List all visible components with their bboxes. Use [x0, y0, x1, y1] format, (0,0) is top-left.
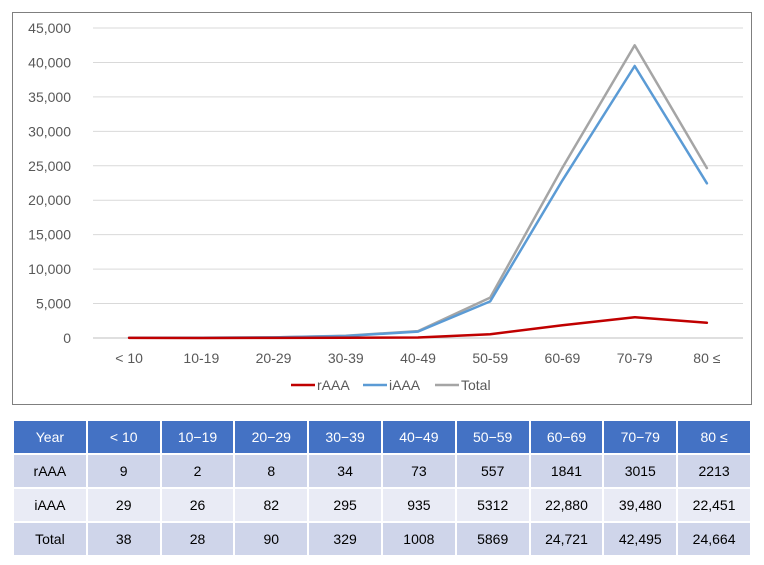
table-cell: 5312	[454, 487, 531, 523]
table-cell: 28	[159, 521, 236, 557]
table-cell: 90	[233, 521, 310, 557]
table-cell: 295	[307, 487, 383, 523]
table-header-cell: 80 ≤	[676, 419, 752, 455]
table-row-raaa: rAAA 9 2 8 34 73 557 1841 3015 2213	[12, 453, 752, 489]
y-tick-label: 35,000	[28, 89, 71, 105]
table-cell: 935	[380, 487, 457, 523]
series-lines	[127, 44, 709, 340]
table-cell: 24,664	[676, 521, 752, 557]
table-cell: 3015	[602, 453, 679, 489]
y-tick-label: 30,000	[28, 123, 71, 139]
table-cell: 22,880	[528, 487, 605, 523]
table-header-cell: 10−19	[159, 419, 236, 455]
y-tick-label: 45,000	[28, 20, 71, 36]
table-header-cell: Year	[12, 419, 88, 455]
table-header-cell: < 10	[85, 419, 162, 455]
series-line-iaaa	[127, 64, 709, 340]
line-chart: 0 5,000 10,000 15,000 20,000 25,000 30,000 35,0…	[28, 20, 743, 393]
series-line-raaa	[127, 315, 709, 340]
y-axis-ticks: 0 5,000 10,000 15,000 20,000 25,000 30,000 35,0…	[28, 20, 71, 346]
table-row-total: Total 38 28 90 329 1008 5869 24,721 42,4…	[12, 521, 752, 557]
table-cell: 82	[233, 487, 310, 523]
table-header-cell: 20−29	[233, 419, 310, 455]
table-cell: 2	[159, 453, 236, 489]
table-cell: 26	[159, 487, 236, 523]
table-cell: 29	[85, 487, 162, 523]
chart-area: 0 5,000 10,000 15,000 20,000 25,000 30,000 35,0…	[12, 12, 752, 405]
y-tick-label: 20,000	[28, 192, 71, 208]
table-header-cell: 30−39	[307, 419, 383, 455]
legend-label-raaa: rAAA	[317, 377, 350, 393]
x-tick-label: 60-69	[545, 350, 581, 366]
table-cell: 39,480	[602, 487, 679, 523]
table-row-iaaa: iAAA 29 26 82 295 935 5312 22,880 39,480…	[12, 487, 752, 523]
table-cell: 1841	[528, 453, 605, 489]
table-cell: 5869	[454, 521, 531, 557]
table-cell: 42,495	[602, 521, 679, 557]
x-tick-label: 40-49	[400, 350, 436, 366]
x-tick-label: < 10	[115, 350, 143, 366]
table-cell: 22,451	[676, 487, 752, 523]
x-axis-ticks: < 10 10-19 20-29 30-39 40-49 50-59 60-69 70-79 8…	[115, 350, 720, 366]
table-header-row: Year < 10 10−19 20−29 30−39 40−49 50−59 …	[12, 419, 752, 455]
legend: rAAA iAAA Total	[291, 377, 491, 393]
x-tick-label: 10-19	[183, 350, 219, 366]
table-header-cell: 40−49	[380, 419, 457, 455]
y-tick-label: 5,000	[36, 296, 71, 312]
table-cell: 73	[380, 453, 457, 489]
table-cell: Total	[12, 521, 88, 557]
x-tick-label: 30-39	[328, 350, 364, 366]
table-header-cell: 60−69	[528, 419, 605, 455]
table-header-cell: 50−59	[454, 419, 531, 455]
table-cell: rAAA	[12, 453, 88, 489]
x-tick-label: 20-29	[256, 350, 292, 366]
y-tick-label: 0	[63, 330, 71, 346]
y-tick-label: 15,000	[28, 227, 71, 243]
table-cell: iAAA	[12, 487, 88, 523]
table-header-cell: 70−79	[602, 419, 679, 455]
gridlines	[93, 27, 743, 339]
y-tick-label: 40,000	[28, 54, 71, 70]
table-cell: 34	[307, 453, 383, 489]
table-cell: 1008	[380, 521, 457, 557]
data-table: Year < 10 10−19 20−29 30−39 40−49 50−59 …	[12, 419, 752, 557]
table-cell: 557	[454, 453, 531, 489]
y-tick-label: 10,000	[28, 261, 71, 277]
table-cell: 329	[307, 521, 383, 557]
legend-label-iaaa: iAAA	[389, 377, 421, 393]
table-cell: 24,721	[528, 521, 605, 557]
x-tick-label: 80 ≤	[693, 350, 720, 366]
x-tick-label: 50-59	[472, 350, 508, 366]
table-cell: 8	[233, 453, 310, 489]
x-tick-label: 70-79	[617, 350, 653, 366]
table-cell: 38	[85, 521, 162, 557]
legend-label-total: Total	[461, 377, 491, 393]
table-cell: 2213	[676, 453, 752, 489]
y-tick-label: 25,000	[28, 158, 71, 174]
table-cell: 9	[85, 453, 162, 489]
